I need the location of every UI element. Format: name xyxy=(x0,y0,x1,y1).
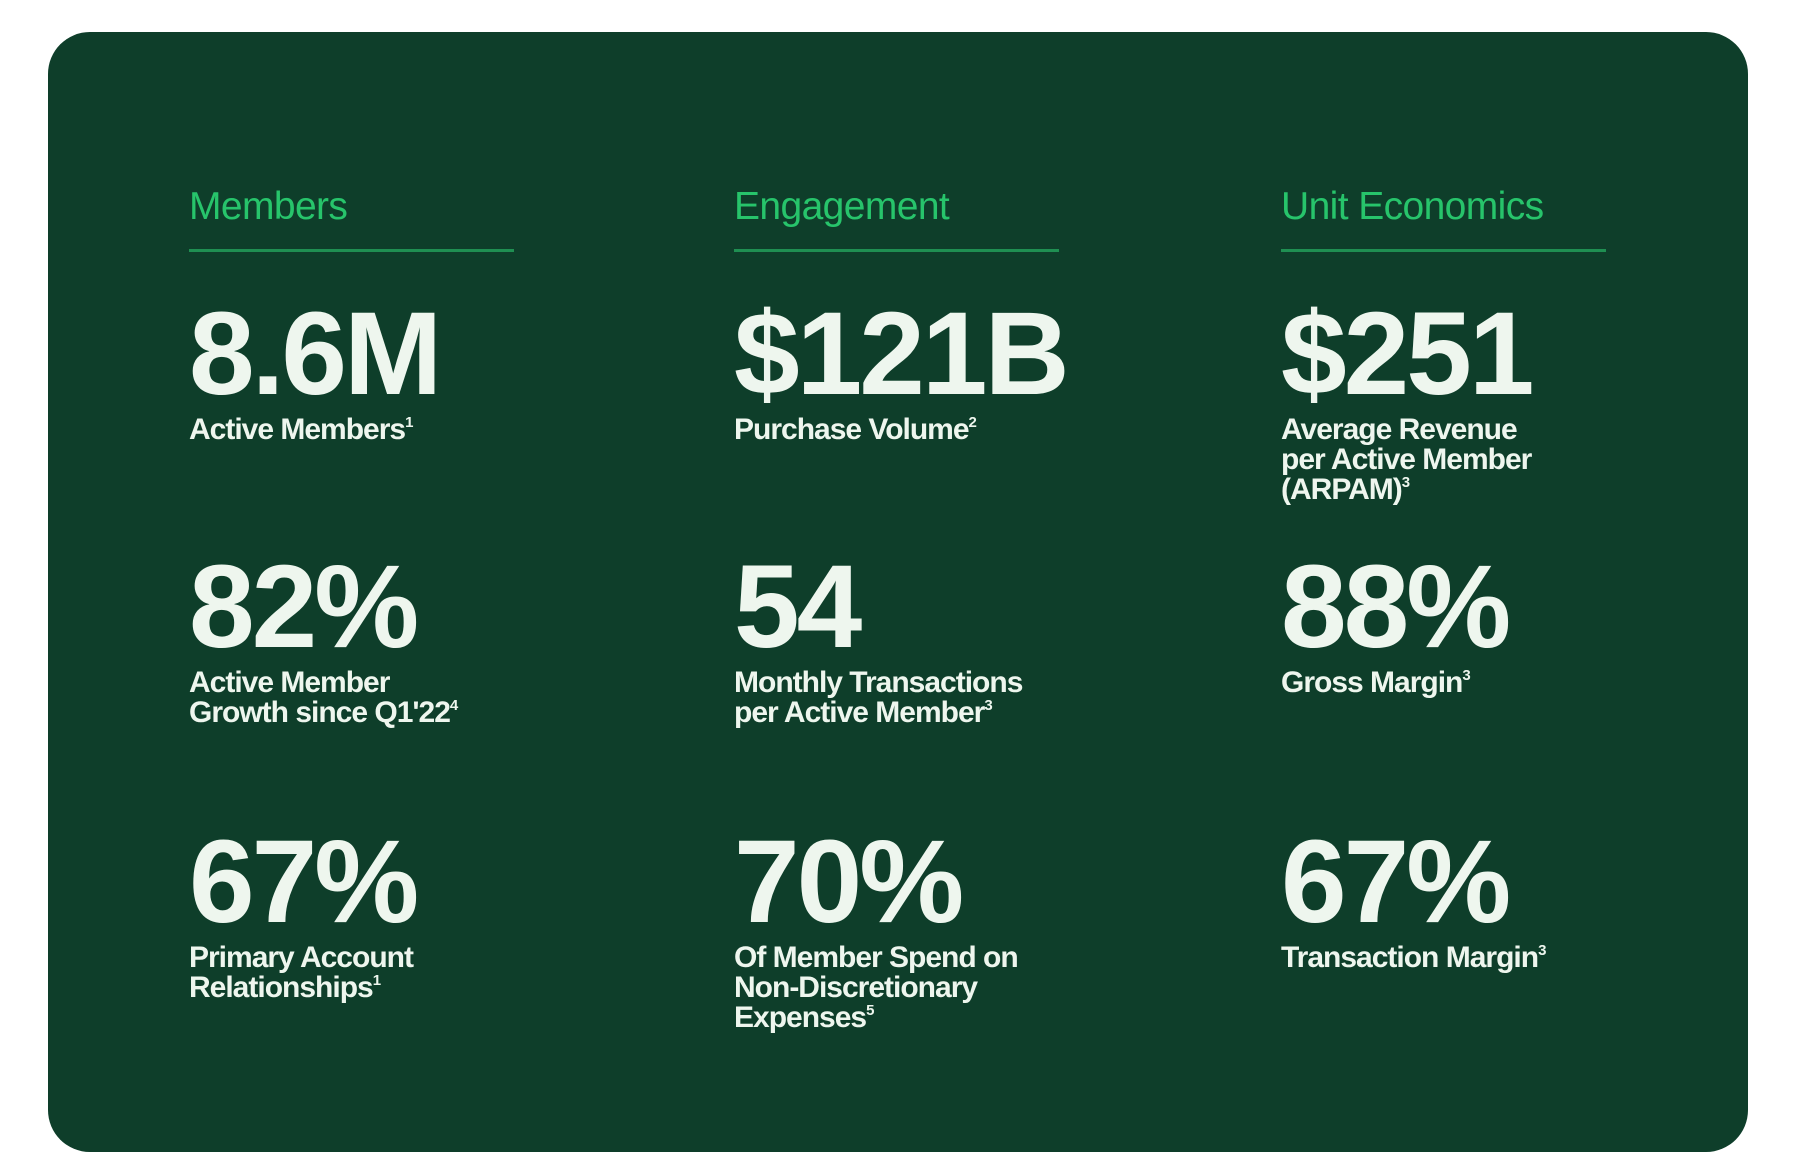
transaction-margin-value: 67% xyxy=(1281,816,1511,948)
gross-margin-footnote: 3 xyxy=(1462,667,1471,684)
monthly-transactions-footnote: 3 xyxy=(984,697,993,714)
transaction-margin-metric: 67% Transaction Margin3 xyxy=(1281,823,1701,973)
arpam-value: $251 xyxy=(1281,288,1535,420)
engagement-column: Engagement $121B Purchase Volume2 54 Mon… xyxy=(734,185,1070,1033)
members-divider xyxy=(189,249,514,252)
active-members-footnote: 1 xyxy=(405,414,414,431)
purchase-volume-value: $121B xyxy=(734,288,1070,420)
transaction-margin-footnote: 3 xyxy=(1538,942,1547,959)
member-growth-metric: 82% Active Member Growth since Q1'224 xyxy=(189,548,609,728)
primary-account-footnote: 1 xyxy=(372,972,382,989)
monthly-transactions-metric: 54 Monthly Transactions per Active Membe… xyxy=(734,548,1154,728)
gross-margin-label-text: Gross Margin xyxy=(1281,666,1463,699)
engagement-heading: Engagement xyxy=(734,185,950,228)
members-heading: Members xyxy=(189,185,348,228)
active-members-label-text: Active Members xyxy=(189,413,406,446)
gross-margin-value: 88% xyxy=(1281,541,1511,673)
purchase-volume-label-text: Purchase Volume xyxy=(734,413,970,446)
transaction-margin-label: Transaction Margin3 xyxy=(1281,943,1701,973)
transaction-margin-label-text: Transaction Margin xyxy=(1281,941,1539,974)
unit-economics-divider xyxy=(1281,249,1606,252)
arpam-label-text: Average Revenue per Active Member (ARPAM… xyxy=(1281,413,1532,506)
arpam-metric: $251 Average Revenue per Active Member (… xyxy=(1281,295,1701,505)
unit-economics-column: Unit Economics $251 Average Revenue per … xyxy=(1281,185,1611,973)
active-members-metric: 8.6M Active Members1 xyxy=(189,295,609,445)
primary-account-value: 67% xyxy=(189,816,419,948)
engagement-divider xyxy=(734,249,1059,252)
metrics-card: Members 8.6M Active Members1 82% Active … xyxy=(48,32,1748,1152)
non-discretionary-spend-value: 70% xyxy=(734,816,964,948)
monthly-transactions-label-text: Monthly Transactions per Active Member xyxy=(734,666,1023,729)
primary-account-label: Primary Account Relationships1 xyxy=(189,943,609,1003)
non-discretionary-spend-label-text: Of Member Spend on Non-Discretionary Exp… xyxy=(734,941,1019,1034)
purchase-volume-footnote: 2 xyxy=(968,414,977,431)
primary-account-label-text: Primary Account Relationships xyxy=(189,941,414,1004)
member-growth-footnote: 4 xyxy=(449,697,459,714)
primary-account-metric: 67% Primary Account Relationships1 xyxy=(189,823,609,1003)
member-growth-label: Active Member Growth since Q1'224 xyxy=(189,668,609,728)
non-discretionary-spend-metric: 70% Of Member Spend on Non-Discretionary… xyxy=(734,823,1154,1033)
gross-margin-label: Gross Margin3 xyxy=(1281,668,1701,698)
member-growth-label-text: Active Member Growth since Q1'22 xyxy=(189,666,451,729)
unit-economics-heading: Unit Economics xyxy=(1281,185,1544,228)
members-column: Members 8.6M Active Members1 82% Active … xyxy=(189,185,519,1003)
arpam-label: Average Revenue per Active Member (ARPAM… xyxy=(1281,415,1701,505)
monthly-transactions-label: Monthly Transactions per Active Member3 xyxy=(734,668,1154,728)
active-members-value: 8.6M xyxy=(189,288,442,420)
purchase-volume-metric: $121B Purchase Volume2 xyxy=(734,295,1154,445)
purchase-volume-label: Purchase Volume2 xyxy=(734,415,1154,445)
active-members-label: Active Members1 xyxy=(189,415,609,445)
non-discretionary-spend-footnote: 5 xyxy=(866,1002,875,1019)
gross-margin-metric: 88% Gross Margin3 xyxy=(1281,548,1701,698)
monthly-transactions-value: 54 xyxy=(734,541,862,673)
arpam-footnote: 3 xyxy=(1401,474,1411,491)
member-growth-value: 82% xyxy=(189,541,419,673)
non-discretionary-spend-label: Of Member Spend on Non-Discretionary Exp… xyxy=(734,943,1154,1033)
